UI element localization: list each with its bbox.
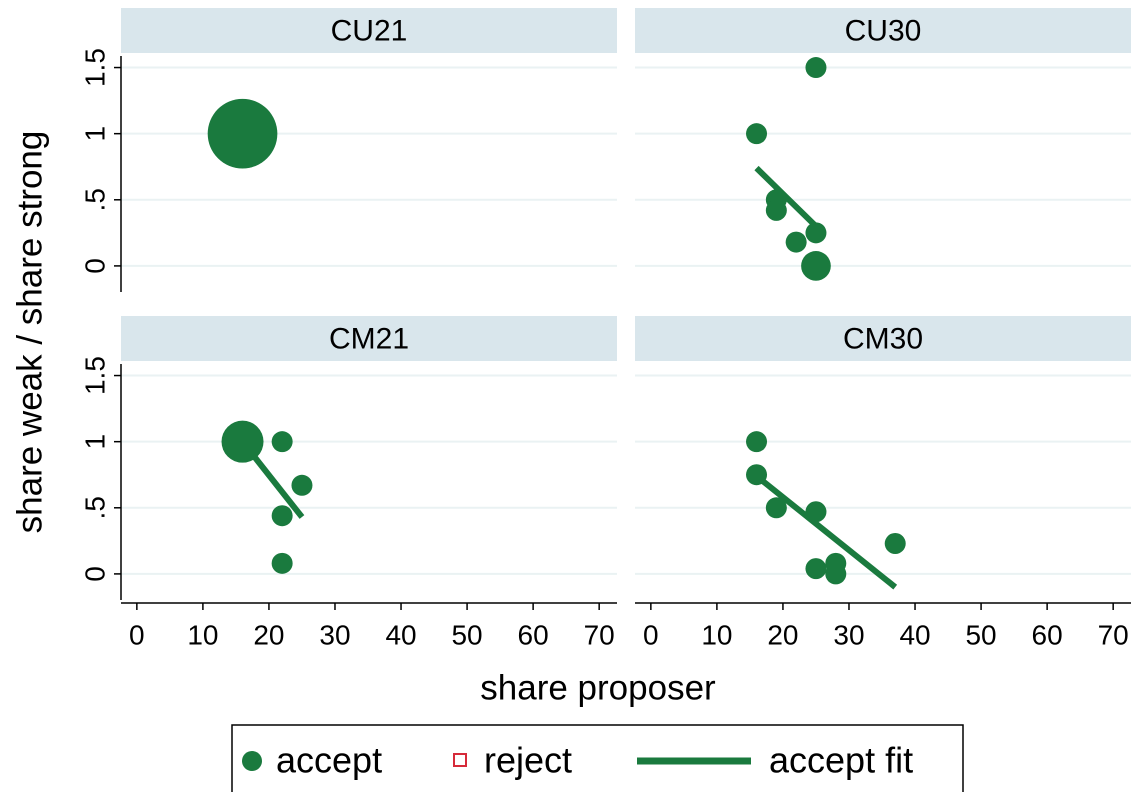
panel-strip [121,316,617,361]
x-tick-label: 20 [253,619,284,650]
x-tick-label: 40 [899,619,930,650]
x-tick-label: 60 [518,619,549,650]
x-tick-label: 10 [701,619,732,650]
x-tick-label: 0 [129,619,145,650]
panel-strip [635,316,1131,361]
y-axis-title: share weak / share strong [10,131,49,534]
panel-title: CU21 [331,14,408,47]
point [785,231,807,253]
x-tick-label: 50 [965,619,996,650]
point [746,464,768,486]
y-tick-label: 1.5 [79,48,110,87]
point [765,199,787,221]
point [765,497,787,519]
x-tick-label: 30 [319,619,350,650]
x-tick-label: 0 [643,619,659,650]
legend-marker [242,751,262,771]
legend-label: accept fit [769,740,913,781]
point [805,222,827,244]
panel-title: CM30 [843,322,923,355]
x-axis-title: share proposer [480,668,716,707]
y-tick-label: .5 [79,188,110,211]
legend-label: reject [484,740,572,781]
x-tick-label: 20 [767,619,798,650]
x-tick-label: 70 [1098,619,1129,650]
x-tick-label: 10 [187,619,218,650]
y-tick-label: 1 [79,126,110,142]
legend-box [231,724,964,792]
point [884,532,906,554]
panel-title: CM21 [329,322,409,355]
point [746,431,768,453]
point [805,558,827,580]
point [805,501,827,523]
point [801,251,831,281]
legend-label: accept [276,740,382,781]
x-tick-label: 60 [1032,619,1063,650]
x-tick-label: 30 [833,619,864,650]
point [207,98,278,169]
point [271,552,293,574]
y-tick-label: 1 [79,434,110,450]
y-tick-label: 0 [79,258,110,274]
panel-strip [121,8,617,53]
fit-line [754,473,898,590]
y-tick-label: 1.5 [79,356,110,395]
point [805,57,827,79]
x-tick-label: 70 [584,619,615,650]
point [291,474,313,496]
y-tick-label: .5 [79,496,110,519]
panel-strip [635,8,1131,53]
x-tick-label: 40 [385,619,416,650]
point [271,505,293,527]
point [746,123,768,145]
panel-title: CU30 [845,14,922,47]
y-tick-label: 0 [79,566,110,582]
point [271,431,293,453]
x-tick-label: 50 [451,619,482,650]
legend-marker [453,753,467,767]
point [825,563,847,585]
point [221,420,264,463]
